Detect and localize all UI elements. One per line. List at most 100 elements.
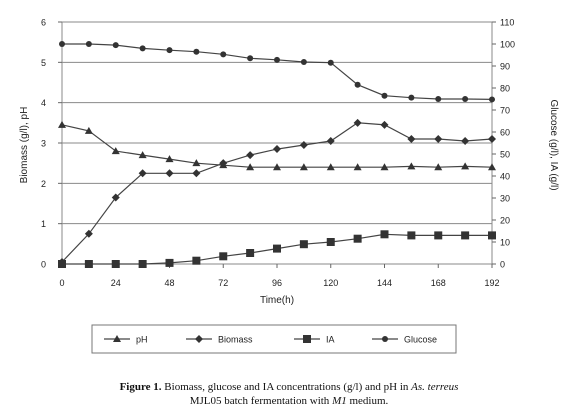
caption-label: Figure 1. [119,381,162,393]
ph-point [326,163,335,171]
right-axis: 0 10 20 30 40 50 60 70 80 90 100 110 [492,18,515,270]
x-tick-label: 120 [323,278,338,288]
series-ia [58,230,496,268]
x-tick-label: 144 [377,278,392,288]
biomass-point [326,136,335,145]
ia-point [326,238,335,246]
x-tick-label: 48 [164,278,174,288]
legend-item-ia: IA [294,335,335,345]
glucose-line [62,43,493,100]
legend-marker [382,336,388,342]
series-glucose [59,41,495,103]
right-tick-label: 110 [500,18,514,28]
ia-point [461,231,470,240]
ph-point [138,151,147,159]
ph-point [165,155,174,163]
biomass-point [84,229,93,238]
biomass-point [246,151,255,160]
glucose-point [408,94,415,101]
glucose-point [85,41,92,47]
glucose-point [300,59,307,66]
x-tick-label: 24 [111,278,121,288]
caption-medium: M1 [332,395,347,407]
biomass-point [299,141,308,150]
glucose-point [435,96,442,102]
legend-items: pH Biomass IA Glucose [104,335,437,345]
series-ph [58,120,496,171]
ia-point [219,252,228,261]
ia-point [299,240,308,249]
glucose-point [274,56,280,63]
ia-point [488,231,496,240]
legend: pH Biomass IA Glucose [91,324,457,354]
ph-point [58,120,66,128]
caption-organism: As. terreus [411,381,459,393]
caption-text-3: medium. [346,395,389,407]
ia-point [111,260,120,268]
legend-marker [303,335,311,343]
right-tick-label: 60 [500,128,510,138]
ia-point [273,244,281,253]
right-tick-label: 80 [500,84,510,94]
x-tick-label: 168 [431,278,446,288]
caption-text-1: Biomass, glucose and IA concentrations (… [161,381,412,393]
x-tick-label: 0 [59,278,64,288]
right-axis-title: Glucose (g/l), IA (g/l) [548,99,559,190]
biomass-point [165,169,174,178]
biomass-point [488,134,496,143]
ph-point [488,163,496,171]
biomass-point [273,145,281,154]
biomass-point [192,169,201,178]
right-tick-label: 0 [500,260,505,270]
left-tick-label: 5 [41,58,46,68]
glucose-point [112,42,119,49]
ph-point [111,147,120,155]
ia-point [246,249,255,257]
biomass-point [407,134,416,143]
legend-box [91,324,457,354]
ph-point [434,163,443,171]
legend-label: pH [136,335,148,345]
biomass-line [61,122,493,263]
left-axis-title: Biomass (g/l), pH [19,107,30,184]
ia-point [353,234,362,243]
glucose-point [166,47,173,54]
left-tick-label: 3 [41,139,46,149]
legend-item-ph: pH [104,335,148,345]
biomass-point [353,118,362,127]
legend-label: Biomass [218,335,253,345]
series-biomass [58,118,496,266]
right-tick-label: 90 [500,62,510,72]
glucose-point [220,51,227,58]
glucose-point [139,45,146,52]
left-tick-label: 6 [41,18,46,28]
ph-point [273,163,281,171]
ia-point [84,260,93,268]
x-tick-label: 96 [272,278,282,288]
biomass-point [111,193,120,202]
ia-point [58,260,66,268]
legend-item-glucose: Glucose [372,335,437,345]
biomass-point [219,159,228,168]
glucose-point [489,96,495,103]
left-tick-label: 0 [41,260,46,270]
gridlines [62,61,492,225]
left-tick-label: 1 [41,219,46,229]
right-tick-label: 10 [500,238,510,248]
ph-point [84,126,93,134]
left-tick-label: 2 [41,179,46,189]
right-tick-label: 70 [500,106,510,116]
ph-point [192,159,201,167]
caption-text-2: MJL05 batch fermentation with [189,395,333,407]
glucose-point [354,81,361,88]
legend-label: IA [326,335,335,345]
legend-label: Glucose [404,335,437,345]
right-tick-label: 50 [500,150,510,160]
ia-point [165,258,174,267]
legend-item-biomass: Biomass [186,335,253,345]
glucose-point [59,41,65,47]
legend-marker [195,335,203,343]
ia-point [434,231,443,240]
biomass-point [461,136,470,145]
